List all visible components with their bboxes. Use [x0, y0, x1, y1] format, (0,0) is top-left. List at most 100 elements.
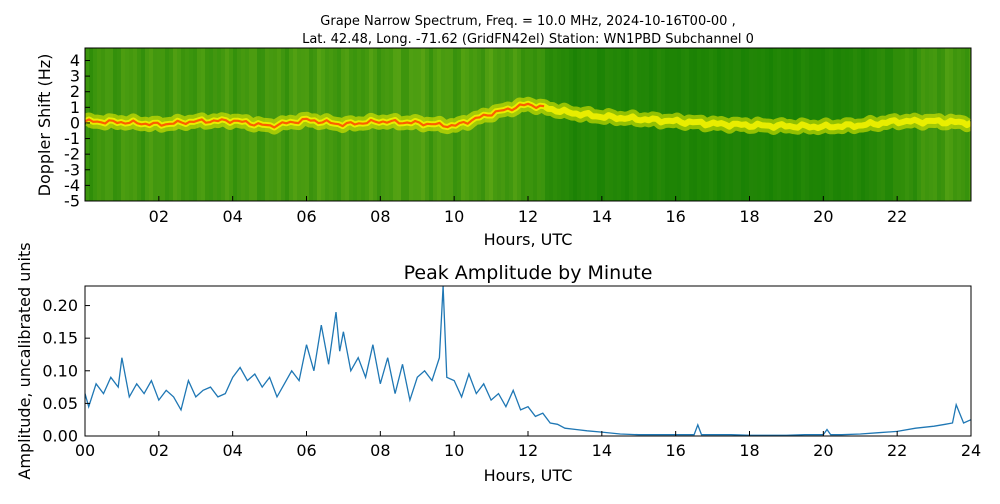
amplitude-x-tick-label: 14 [592, 441, 612, 460]
spectrogram-x-tick-label: 18 [739, 207, 759, 226]
spectrogram-column [537, 48, 541, 201]
spectrogram-column [569, 48, 573, 201]
spectrogram-column-signal [529, 48, 533, 201]
spectrogram-column [597, 48, 601, 201]
spectrogram-column [581, 48, 585, 201]
spectrogram-y-tick-label: -5 [64, 192, 80, 211]
spectrogram-y-tick-label: -3 [64, 160, 80, 179]
spectrogram-column-signal [545, 48, 549, 201]
spectrogram-column-signal [513, 48, 517, 201]
spectrogram-column [585, 48, 589, 201]
amplitude-x-tick-label: 04 [222, 441, 242, 460]
spectrogram-y-tick-label: 1 [70, 98, 80, 117]
amplitude-x-tick-label: 16 [665, 441, 685, 460]
amplitude-y-tick-label: 0.15 [42, 329, 78, 348]
spectrogram-column [605, 48, 609, 201]
spectrogram-column-signal [521, 48, 525, 201]
spectrogram-column [505, 48, 509, 201]
spectrogram-column [501, 48, 505, 201]
spectrogram-column-signal [605, 48, 609, 201]
doppler-peak-line [85, 102, 545, 129]
spectrogram-column [593, 48, 597, 201]
spectrogram-column [533, 48, 537, 201]
spectrogram-x-tick-label: 20 [813, 207, 833, 226]
spectrogram-y-tick-label: 0 [70, 113, 80, 132]
spectrogram-column [549, 48, 553, 201]
amplitude-y-label: Amplitude, uncalibrated units [15, 242, 34, 479]
spectrogram-x-tick-label: 04 [222, 207, 242, 226]
spectrogram-column [485, 48, 489, 201]
amplitude-x-tick-label: 08 [370, 441, 390, 460]
spectrogram-column [493, 48, 497, 201]
spectrogram-x-tick-label: 22 [887, 207, 907, 226]
spectrogram-column [557, 48, 561, 201]
spectrogram-x-label: Hours, UTC [484, 230, 573, 249]
spectrogram-column-signal [553, 48, 557, 201]
spectrogram-y-tick-label: -1 [64, 129, 80, 148]
spectrogram-x-ticks: 02 04 06 08 10 12 14 16 18 20 22 [149, 196, 907, 226]
spectrogram-x-tick-label: 10 [444, 207, 464, 226]
spectrogram-column [545, 48, 549, 201]
spectrogram-column [541, 48, 545, 201]
amplitude-series-line [85, 286, 971, 436]
spectrogram-y-tick-label: -2 [64, 145, 80, 164]
spectrogram-column-signal [561, 48, 565, 201]
spectrogram-column [489, 48, 493, 201]
spectrogram-column-signal [505, 48, 509, 201]
spectrogram-y-tick-label: -4 [64, 176, 80, 195]
spectrogram-column [573, 48, 577, 201]
amplitude-x-tick-label: 00 [75, 441, 95, 460]
amplitude-x-tick-label: 02 [149, 441, 169, 460]
amplitude-x-label: Hours, UTC [484, 466, 573, 485]
spectrogram-column-signal [585, 48, 589, 201]
spectrogram-column-signal [549, 48, 553, 201]
spectrogram-column-signal [517, 48, 521, 201]
spectrum-title-line1: Grape Narrow Spectrum, Freq. = 10.0 MHz,… [320, 14, 735, 29]
amplitude-x-tick-label: 06 [296, 441, 316, 460]
spectrogram-column-signal [525, 48, 529, 201]
spectrogram-column [561, 48, 565, 201]
spectrogram-x-tick-label: 12 [518, 207, 538, 226]
spectrogram-plot [85, 48, 971, 201]
amplitude-y-tick-label: 0.20 [42, 296, 78, 315]
spectrogram-column-signal [557, 48, 561, 201]
amplitude-x-tick-label: 12 [518, 441, 538, 460]
spectrogram-column-signal [489, 48, 493, 201]
spectrogram-column-signal [569, 48, 573, 201]
amplitude-plot-background [85, 286, 971, 436]
spectrogram-column [553, 48, 557, 201]
spectrogram-column [481, 48, 485, 201]
spectrogram-column-signal [577, 48, 581, 201]
spectrum-title-line2: Lat. 42.48, Long. -71.62 (GridFN42el) St… [302, 32, 754, 47]
spectrogram-column-signal [609, 48, 613, 201]
spectrogram-column-signal [509, 48, 513, 201]
amplitude-y-tick-label: 0.10 [42, 361, 78, 380]
spectrogram-column-signal [497, 48, 501, 201]
spectrogram-column-signal [493, 48, 497, 201]
amplitude-x-tick-label: 18 [739, 441, 759, 460]
amplitude-title: Peak Amplitude by Minute [404, 262, 653, 284]
amplitude-x-ticks: 00 02 04 06 08 10 12 14 16 18 20 22 24 [75, 431, 981, 460]
spectrogram-column-signal [565, 48, 569, 201]
amplitude-x-tick-label: 20 [813, 441, 833, 460]
spectrogram-x-tick-label: 14 [592, 207, 612, 226]
spectrogram-column-signal [533, 48, 537, 201]
amplitude-x-tick-label: 24 [961, 441, 981, 460]
spectrogram-x-tick-label: 16 [665, 207, 685, 226]
spectrogram-y-tick-label: 4 [70, 51, 80, 70]
spectrogram-column-signal [537, 48, 541, 201]
spectrogram-column [513, 48, 517, 201]
spectrogram-column-signal [541, 48, 545, 201]
amplitude-x-tick-label: 22 [887, 441, 907, 460]
spectrogram-y-label: Doppler Shift (Hz) [35, 54, 54, 197]
amplitude-y-ticks: 0.00 0.05 0.10 0.15 0.20 [42, 296, 90, 446]
spectrogram-column-signal [501, 48, 505, 201]
spectrogram-column [509, 48, 513, 201]
spectrogram-x-tick-label: 08 [370, 207, 390, 226]
spectrogram-x-tick-label: 06 [296, 207, 316, 226]
doppler-trace [85, 96, 971, 136]
spectrogram-column [529, 48, 533, 201]
spectrogram-column [517, 48, 521, 201]
